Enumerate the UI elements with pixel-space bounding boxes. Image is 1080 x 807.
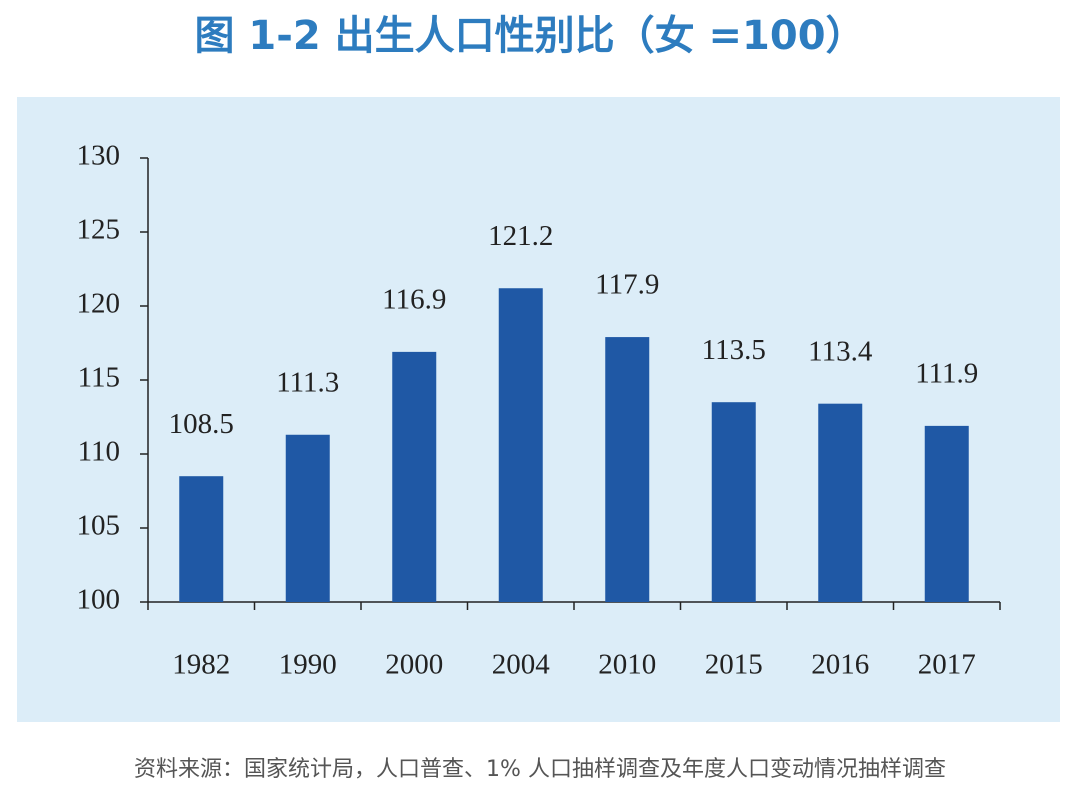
y-tick-label: 105	[77, 510, 121, 542]
x-tick-label: 2000	[385, 649, 443, 681]
chart-title: 图 1-2 出生人口性别比（女 =100）	[194, 13, 865, 59]
value-label: 116.9	[382, 284, 446, 316]
value-label: 111.9	[915, 358, 978, 390]
value-label: 121.2	[488, 220, 553, 252]
y-tick-label: 120	[77, 288, 121, 320]
source-note: 资料来源：国家统计局，人口普查、1% 人口抽样调查及年度人口变动情况抽样调查	[134, 757, 946, 782]
bar	[498, 288, 543, 602]
x-tick-label: 2010	[598, 649, 656, 681]
bar	[818, 403, 863, 602]
x-tick-label: 2004	[492, 649, 551, 681]
bar	[924, 425, 969, 602]
bar	[605, 337, 650, 602]
bar	[392, 351, 437, 602]
y-tick-label: 130	[77, 140, 121, 172]
value-label: 113.5	[702, 334, 766, 366]
x-tick-label: 2016	[811, 649, 869, 681]
y-tick-label: 110	[78, 436, 120, 468]
y-tick-label: 100	[77, 584, 121, 616]
bar	[711, 402, 756, 602]
y-tick-label: 115	[78, 362, 120, 394]
x-tick-label: 2015	[705, 649, 763, 681]
x-tick-label: 1982	[172, 649, 230, 681]
bar	[285, 434, 330, 602]
x-tick-label: 1990	[279, 649, 337, 681]
bar	[179, 476, 224, 602]
value-label: 111.3	[276, 366, 339, 398]
value-label: 108.5	[169, 408, 234, 440]
value-label: 113.4	[808, 335, 873, 367]
x-tick-label: 2017	[918, 649, 976, 681]
y-tick-label: 125	[77, 214, 121, 246]
value-label: 117.9	[595, 269, 659, 301]
